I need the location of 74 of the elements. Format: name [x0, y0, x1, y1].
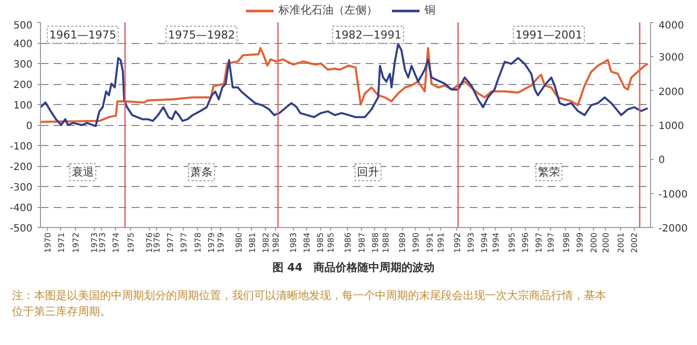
x-tick-label: 1976 — [145, 232, 154, 253]
y-tick-label: 0 — [26, 121, 33, 132]
text: 注：本图是以美国的中周期划分的周期位置，我们可以清晰地发现，每一个中周期的末尾段会出现一次大宗商品行情，基本位于第三库存周期。 — [12, 288, 607, 320]
x-tick-label: 1989 — [398, 232, 408, 253]
x-tick-label: 1991 — [426, 232, 434, 253]
x-tick-label: 1994 — [480, 232, 489, 253]
annotation: 1991—2001 — [515, 28, 582, 42]
y-tick-label: -100 — [10, 142, 33, 152]
y-tick-label: -300 — [10, 182, 33, 194]
annotation: 1961—1975 — [49, 28, 116, 42]
y-tick-label: 400 — [13, 39, 33, 50]
x-tick-label: 1980 — [234, 232, 244, 253]
x-tick-label: 1970 — [43, 232, 52, 253]
y2-tick-label: 3000 — [658, 52, 684, 64]
x-tick-label: 2000 — [602, 232, 611, 253]
x-tick-label: 1985 — [326, 232, 336, 253]
legend-label: 铜 — [424, 2, 436, 18]
annotation: 回升 — [357, 166, 380, 179]
x-tick-label: 2000 — [589, 232, 598, 253]
x-tick-label: 1991 — [436, 232, 446, 253]
legend-label: 标准化石油（左侧） — [278, 2, 378, 18]
x-tick-label: 1973 — [98, 232, 107, 253]
x-tick-label: 1985 — [316, 232, 326, 253]
y-tick-label: -400 — [10, 203, 33, 214]
y-tick-label: 200 — [13, 80, 33, 91]
x-tick-label: 1982 — [262, 232, 271, 253]
annotation: 1975—1982 — [168, 28, 236, 42]
x-tick-label: 1983 — [289, 232, 298, 253]
text: 图 44 商品价格随中周期的波动 — [272, 260, 435, 276]
x-tick-label: 1976 — [152, 232, 162, 253]
x-tick-label: 1972 — [72, 232, 81, 253]
y-tick-label: 100 — [13, 100, 33, 112]
x-tick-label: 1981 — [248, 232, 257, 253]
x-tick-label: 1988 — [370, 232, 380, 253]
x-tick-label: 1979 — [207, 232, 216, 253]
y2-tick-label: -2000 — [658, 224, 688, 234]
annotation: 繁荣 — [538, 166, 560, 179]
x-tick-label: 1973 — [90, 232, 100, 253]
x-tick-label: 1997 — [534, 232, 544, 253]
x-tick-label: 1975 — [126, 232, 136, 253]
x-tick-label: 1979 — [216, 232, 226, 253]
y-tick-label: 500 — [13, 20, 33, 32]
y2-tick-label: 4000 — [658, 20, 684, 32]
y-tick-label: -500 — [10, 224, 33, 234]
y2-tick-label: 2000 — [658, 86, 684, 98]
x-tick-label: 1984 — [302, 232, 312, 253]
x-tick-label: 1978 — [193, 232, 202, 253]
x-tick-label: 1986 — [344, 232, 353, 253]
y-tick-label: 300 — [13, 60, 33, 70]
x-tick-label: 1971 — [56, 232, 66, 253]
x-tick-label: 1977 — [166, 232, 176, 253]
x-tick-label: 1993 — [466, 232, 476, 253]
x-tick-label: 1987 — [357, 232, 366, 253]
x-tick-label: 2001 — [616, 232, 626, 253]
x-tick-label: 1994 — [492, 232, 501, 253]
x-tick-label: 2002 — [630, 232, 640, 253]
x-tick-label: 1974 — [112, 232, 121, 253]
y2-tick-label: -1000 — [658, 189, 688, 200]
y-tick-label: -200 — [10, 162, 33, 173]
x-tick-label: 1998 — [562, 232, 571, 253]
x-tick-label: 1990 — [412, 232, 421, 253]
x-tick-label: 1992 — [452, 232, 462, 253]
y2-tick-label: 0 — [658, 155, 665, 166]
x-tick-label: 1988 — [382, 232, 391, 253]
x-tick-label: 1982 — [272, 232, 281, 253]
y2-tick-label: 1000 — [658, 121, 684, 132]
x-tick-label: 1997 — [546, 232, 556, 253]
x-tick-label: 1977 — [180, 232, 189, 253]
annotation: 衰退 — [72, 166, 94, 179]
annotation: 萧条 — [190, 166, 213, 179]
x-tick-label: 1999 — [576, 232, 585, 253]
x-tick-label: 1996 — [521, 232, 530, 253]
x-tick-label: 1995 — [507, 232, 516, 253]
annotation: 1982—1991 — [334, 28, 402, 42]
